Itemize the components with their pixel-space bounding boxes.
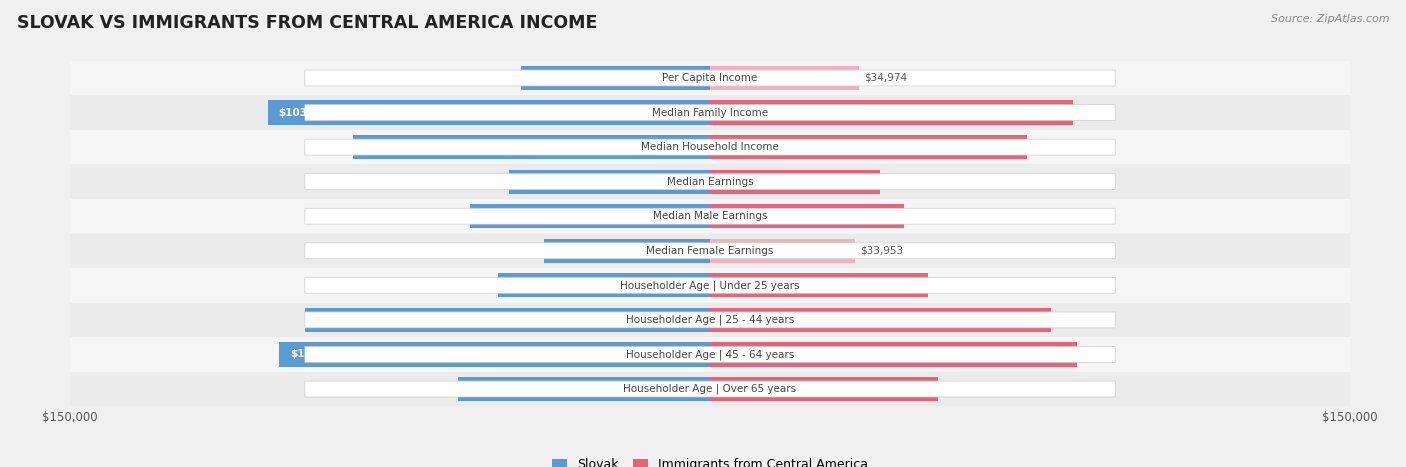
Text: $101,029: $101,029 (290, 349, 344, 360)
Text: Median Male Earnings: Median Male Earnings (652, 211, 768, 221)
Bar (70, 95, 1350, 130)
Text: $80,012: $80,012 (995, 315, 1043, 325)
Legend: Slovak, Immigrants from Central America: Slovak, Immigrants from Central America (547, 453, 873, 467)
Bar (498, 273, 710, 297)
FancyBboxPatch shape (305, 105, 1115, 120)
Text: Median Earnings: Median Earnings (666, 177, 754, 187)
Bar (353, 135, 710, 159)
Text: $49,753: $49,753 (503, 280, 551, 290)
Text: Source: ZipAtlas.com: Source: ZipAtlas.com (1271, 14, 1389, 24)
Text: $44,229: $44,229 (526, 73, 574, 83)
FancyBboxPatch shape (305, 312, 1115, 328)
FancyBboxPatch shape (305, 70, 1115, 86)
Text: Median Family Income: Median Family Income (652, 107, 768, 118)
FancyBboxPatch shape (305, 208, 1115, 224)
Bar (280, 342, 710, 367)
Text: $95,032: $95,032 (315, 315, 363, 325)
Text: $47,095: $47,095 (515, 177, 562, 187)
Bar (710, 66, 859, 90)
Bar (267, 100, 710, 125)
Text: $39,029: $39,029 (548, 246, 595, 256)
Text: $85,050: $85,050 (1017, 107, 1064, 118)
Text: $56,306: $56,306 (475, 211, 523, 221)
Text: $83,798: $83,798 (361, 142, 409, 152)
FancyBboxPatch shape (305, 381, 1115, 397)
Bar (70, 61, 1350, 95)
Bar (710, 239, 855, 263)
Bar (470, 204, 710, 228)
Text: $74,217: $74,217 (970, 142, 1018, 152)
Bar (458, 377, 710, 401)
Text: SLOVAK VS IMMIGRANTS FROM CENTRAL AMERICA INCOME: SLOVAK VS IMMIGRANTS FROM CENTRAL AMERIC… (17, 14, 598, 32)
Bar (70, 372, 1350, 406)
Text: Householder Age | Over 65 years: Householder Age | Over 65 years (623, 384, 797, 394)
Bar (710, 308, 1052, 332)
Bar (70, 234, 1350, 268)
Text: Median Household Income: Median Household Income (641, 142, 779, 152)
Bar (70, 164, 1350, 199)
Text: Householder Age | Under 25 years: Householder Age | Under 25 years (620, 280, 800, 290)
Bar (70, 199, 1350, 234)
Text: Householder Age | 25 - 44 years: Householder Age | 25 - 44 years (626, 315, 794, 325)
Bar (710, 273, 928, 297)
Text: $33,953: $33,953 (860, 246, 903, 256)
Text: $59,039: $59,039 (464, 384, 512, 394)
Text: $45,538: $45,538 (852, 211, 900, 221)
Text: $51,022: $51,022 (875, 280, 922, 290)
FancyBboxPatch shape (305, 139, 1115, 155)
Bar (710, 100, 1073, 125)
Bar (305, 308, 710, 332)
Bar (710, 170, 880, 194)
Text: $34,974: $34,974 (865, 73, 907, 83)
FancyBboxPatch shape (305, 174, 1115, 190)
Bar (710, 135, 1026, 159)
Bar (70, 337, 1350, 372)
FancyBboxPatch shape (305, 277, 1115, 293)
Text: $39,762: $39,762 (828, 177, 876, 187)
Bar (522, 66, 710, 90)
FancyBboxPatch shape (305, 243, 1115, 259)
Bar (710, 342, 1077, 367)
Text: Per Capita Income: Per Capita Income (662, 73, 758, 83)
FancyBboxPatch shape (305, 347, 1115, 362)
Text: $103,729: $103,729 (278, 107, 333, 118)
Bar (544, 239, 710, 263)
Bar (509, 170, 710, 194)
Bar (70, 268, 1350, 303)
Text: $85,965: $85,965 (1021, 349, 1067, 360)
Bar (710, 377, 938, 401)
Bar (70, 130, 1350, 164)
Bar (70, 303, 1350, 337)
Bar (710, 204, 904, 228)
Text: $53,420: $53,420 (884, 384, 932, 394)
Text: Median Female Earnings: Median Female Earnings (647, 246, 773, 256)
Text: Householder Age | 45 - 64 years: Householder Age | 45 - 64 years (626, 349, 794, 360)
